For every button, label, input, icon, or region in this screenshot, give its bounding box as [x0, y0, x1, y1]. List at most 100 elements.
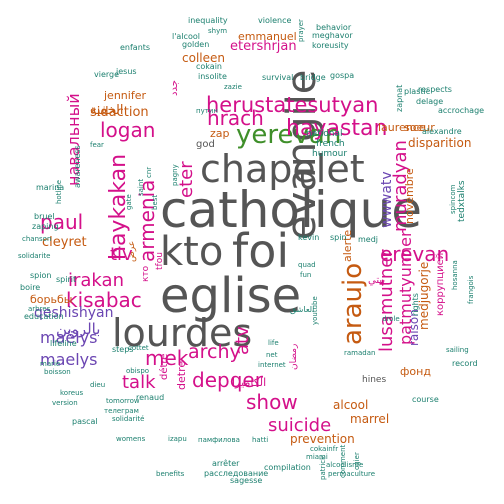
word: eglise: [160, 268, 302, 324]
word: life: [268, 339, 279, 347]
word: телеграм: [104, 407, 139, 415]
word: irakan: [68, 270, 124, 291]
word: marina: [36, 183, 65, 192]
word: violence: [258, 16, 292, 25]
word: wwwatv: [379, 171, 395, 228]
word: talk: [122, 372, 156, 393]
word: compilation: [264, 463, 311, 472]
word: ogier: [353, 452, 361, 470]
word: behavior: [316, 23, 352, 32]
word: alexandre: [422, 127, 462, 136]
word: humour: [312, 149, 348, 159]
word: fear: [90, 141, 104, 149]
word: steps: [112, 345, 134, 354]
word: lourdes: [112, 311, 253, 355]
word: détre: [159, 353, 170, 380]
word: inequality: [188, 16, 228, 25]
word: sidaction: [90, 105, 149, 120]
word: french: [316, 139, 345, 149]
word: arrêter: [212, 459, 240, 468]
word: hrach: [207, 106, 264, 130]
word: arbres: [28, 305, 51, 313]
word: vierge: [94, 70, 120, 79]
word: araujo: [338, 262, 368, 345]
word: course: [412, 395, 439, 404]
word: prevention: [290, 432, 355, 446]
word: pagny: [171, 164, 179, 186]
word: bridge: [300, 73, 326, 82]
word: коррупцией: [435, 252, 446, 316]
word: education: [24, 312, 64, 321]
word: solidarite: [18, 252, 51, 260]
word: hines: [362, 375, 387, 385]
word: ramadan: [344, 349, 376, 357]
word: rights: [411, 293, 420, 316]
word: cnr: [145, 166, 153, 178]
word: hatti: [252, 436, 269, 444]
word: catholique: [160, 181, 422, 239]
word: رمضان: [289, 343, 299, 370]
word: solidarité: [112, 415, 145, 423]
word: cokain: [196, 62, 222, 71]
word: dieu: [90, 381, 106, 389]
word: памфилова: [198, 436, 240, 444]
word: kto: [160, 229, 224, 275]
word: alcool: [333, 398, 369, 412]
word: permaculture: [328, 470, 376, 478]
word: comment: [339, 444, 347, 478]
word: maelys: [40, 350, 98, 369]
word: lifeline: [50, 339, 77, 348]
word: بيتي: [368, 275, 386, 286]
word: chanson: [22, 235, 52, 243]
word: respects: [418, 85, 452, 94]
word: фонд: [400, 365, 431, 378]
word: l'alcool: [172, 32, 200, 41]
word: paul: [40, 210, 84, 234]
word: marie: [40, 360, 61, 368]
word: koreus: [60, 389, 84, 397]
word: insolite: [198, 72, 227, 81]
word: logan: [100, 118, 156, 142]
word: show: [246, 390, 298, 414]
word: sagesse: [230, 476, 263, 485]
word: spin: [330, 233, 347, 242]
word: fun: [300, 271, 312, 279]
word: delage: [416, 97, 444, 106]
word: العاشق: [290, 305, 315, 314]
word: الكاميرا: [232, 376, 267, 389]
word: zap: [210, 127, 230, 140]
word: archy: [188, 341, 241, 363]
word: quad: [298, 261, 316, 269]
word: путин: [196, 107, 218, 115]
word: disparition: [408, 136, 472, 150]
word: foi: [232, 224, 290, 278]
word: izapu: [168, 435, 187, 443]
word: spincom: [449, 184, 457, 214]
word: hosanna: [451, 260, 459, 290]
word: drole: [382, 315, 400, 323]
word: kevin: [298, 233, 320, 242]
word: emmanuel: [238, 30, 297, 43]
word: chapelet: [200, 147, 365, 191]
word: الخفية: [90, 103, 124, 118]
word: بالروين: [56, 320, 101, 338]
word: depqer: [192, 368, 263, 392]
word: расследование: [204, 469, 269, 478]
word: pascal: [72, 417, 98, 426]
word: renaud: [136, 393, 165, 402]
word: boisson: [44, 368, 71, 376]
word: womens: [116, 435, 146, 443]
word: benefits: [156, 470, 185, 478]
word: internet: [258, 361, 286, 369]
word: erevan: [380, 242, 450, 266]
word: spion: [30, 271, 52, 280]
word: jennifer: [104, 89, 146, 102]
word: accrochage: [438, 106, 485, 115]
word: lusamutner: [376, 249, 397, 352]
word: sailing: [446, 346, 469, 354]
word: tomorrow: [106, 397, 140, 405]
word: zazie: [224, 83, 242, 91]
word: frangois: [467, 275, 475, 304]
word: atv: [232, 326, 253, 355]
